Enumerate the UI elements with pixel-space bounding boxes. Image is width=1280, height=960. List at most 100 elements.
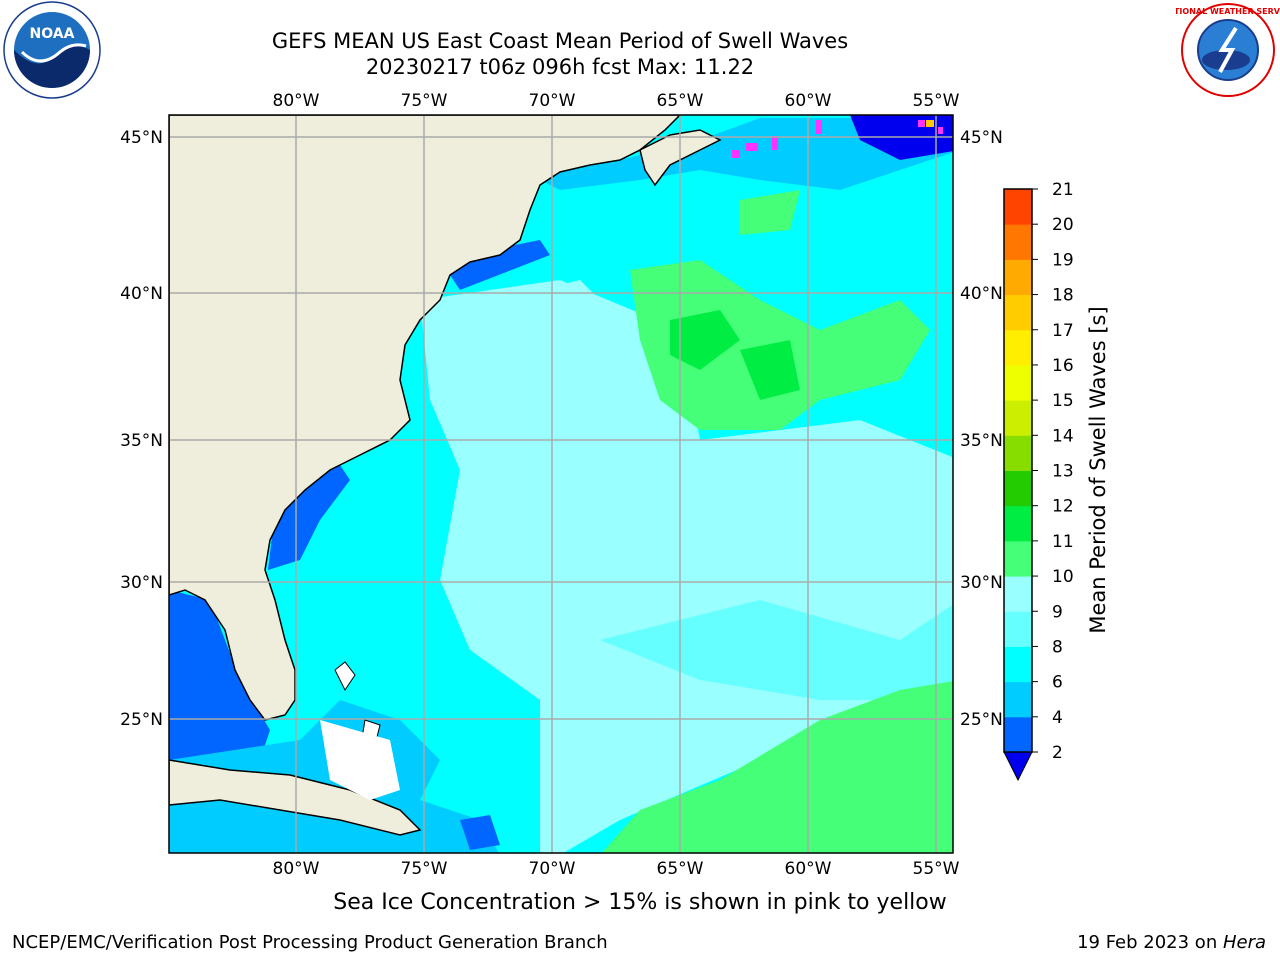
colorbar-tick-label: 9	[1052, 602, 1063, 622]
lon-label: 80°W	[273, 91, 320, 111]
colorbar-segment	[1004, 400, 1032, 436]
colorbar-segment	[1004, 470, 1032, 507]
swell-zone-10-11s-b	[740, 340, 800, 400]
lat-label: 25°N	[120, 710, 163, 730]
colorbar-tick-label: 18	[1052, 286, 1074, 306]
lat-label: 40°N	[960, 284, 1003, 304]
colorbar-segment	[1004, 505, 1032, 542]
colorbar-tick-label: 20	[1052, 215, 1074, 235]
colorbar-tick-labels: 2 4 6 8 9 10 11 12 13 14 15 16 17 18 19 20 21	[1032, 180, 1074, 763]
swell-patch-north	[500, 280, 620, 360]
swell-zone-2-4s-gulf	[169, 590, 270, 760]
chart-title-line2: 20230217 t06z 096h fcst Max: 11.22	[365, 55, 755, 79]
colorbar-segment	[1004, 540, 1032, 577]
colorbar-tick-label: 12	[1052, 497, 1074, 517]
colorbar-segment	[1004, 294, 1032, 331]
colorbar-tick-label: 8	[1052, 637, 1063, 657]
colorbar-segment	[1004, 646, 1032, 683]
colorbar-segment	[1004, 716, 1032, 753]
swell-zone-6-8s	[600, 600, 953, 700]
swell-zone-9-10s-south	[601, 681, 953, 853]
map-gridlines	[169, 115, 953, 853]
lon-label: 75°W	[401, 91, 448, 111]
colorbar-segment	[1004, 576, 1032, 612]
lat-label: 25°N	[960, 710, 1003, 730]
lat-label: 45°N	[960, 128, 1003, 148]
sea-ice-mark	[732, 150, 740, 158]
colorbar-segment	[1004, 259, 1032, 296]
colorbar-segment	[1004, 189, 1032, 225]
lon-label: 70°W	[529, 859, 576, 879]
swell-zone-4-6s-north	[540, 118, 953, 190]
sea-ice-mark	[918, 120, 925, 127]
sea-ice-caption: Sea Ice Concentration > 15% is shown in …	[333, 890, 947, 915]
noaa-logo-text: NOAA	[30, 26, 75, 42]
colorbar-tick-label: 10	[1052, 567, 1074, 587]
swell-zone-2-4s-hispaniola	[460, 815, 500, 850]
colorbar-tick-label: 21	[1052, 180, 1074, 200]
lat-labels-right: 45°N 40°N 35°N 30°N 25°N	[960, 128, 1003, 730]
land-cuba	[169, 759, 422, 836]
colorbar-segment	[1004, 681, 1032, 718]
colorbar	[1003, 189, 1033, 782]
lat-label: 30°N	[960, 573, 1003, 593]
map-frame	[168, 114, 954, 854]
colorbar-segment	[1004, 329, 1032, 366]
lon-label: 80°W	[273, 859, 320, 879]
sea-ice-mark	[938, 127, 943, 134]
colorbar-tick-label: 15	[1052, 391, 1074, 411]
colorbar-tick-label: 17	[1052, 321, 1074, 341]
lon-label: 60°W	[785, 91, 832, 111]
footer-date-text: 19 Feb 2023 on	[1077, 932, 1223, 953]
island-bahamas-a	[334, 661, 356, 691]
swell-zone-10-11s-a	[670, 310, 740, 370]
lat-label: 45°N	[120, 128, 163, 148]
footer-machine: Hera	[1222, 932, 1266, 953]
swell-zone-2-4s-nybight	[440, 240, 550, 290]
lon-label: 60°W	[785, 859, 832, 879]
colorbar-tick-label: 16	[1052, 356, 1074, 376]
lat-label: 40°N	[120, 284, 163, 304]
lat-label: 35°N	[120, 431, 163, 451]
sea-ice-mark	[816, 120, 822, 134]
footer-credit: NCEP/EMC/Verification Post Processing Pr…	[12, 932, 608, 953]
colorbar-tick-label: 2	[1052, 743, 1063, 763]
swell-zone-9-10s-north	[740, 190, 800, 235]
noaa-logo-icon: NOAA	[3, 1, 101, 99]
colorbar-segment	[1004, 364, 1032, 401]
lon-labels-top: 80°W 75°W 70°W 65°W 60°W 55°W	[273, 91, 960, 111]
lat-label: 35°N	[960, 431, 1003, 451]
colorbar-tick-label: 19	[1052, 250, 1074, 270]
sea-ice-mark	[746, 143, 758, 151]
swell-zone-8-9s	[420, 280, 953, 853]
lon-label: 65°W	[657, 91, 704, 111]
colorbar-tick-label: 4	[1052, 708, 1063, 728]
colorbar-tick-label: 13	[1052, 462, 1074, 482]
colorbar-tick-label: 14	[1052, 426, 1074, 446]
lat-label: 30°N	[120, 573, 163, 593]
lon-labels-bottom: 80°W 75°W 70°W 65°W 60°W 55°W	[273, 859, 960, 879]
colorbar-frame	[1003, 188, 1033, 753]
map-area	[169, 115, 953, 853]
lon-label: 55°W	[913, 859, 960, 879]
nws-logo-text: NATIONAL WEATHER SERVICE	[1176, 7, 1280, 16]
footer-date: 19 Feb 2023 on Hera	[1077, 932, 1266, 953]
sea-ice-mark	[926, 120, 934, 127]
lat-labels-left: 45°N 40°N 35°N 30°N 25°N	[120, 128, 163, 730]
colorbar-title: Mean Period of Swell Waves [s]	[1086, 306, 1110, 634]
nws-logo-icon: NATIONAL WEATHER SERVICE	[1176, 2, 1280, 98]
colorbar-segment	[1004, 435, 1032, 471]
colorbar-segment	[1004, 224, 1032, 260]
colorbar-segment	[1004, 611, 1032, 647]
colorbar-extend-triangle	[1003, 751, 1033, 782]
shallow-bank-bahamas	[320, 720, 400, 800]
lon-label: 65°W	[657, 859, 704, 879]
colorbar-tick-label: 11	[1052, 532, 1074, 552]
lon-label: 75°W	[401, 859, 448, 879]
colorbar-tick-label: 6	[1052, 673, 1063, 693]
chart-title-line1: GEFS MEAN US East Coast Mean Period of S…	[271, 29, 849, 53]
lon-label: 55°W	[913, 91, 960, 111]
lon-label: 70°W	[529, 91, 576, 111]
sea-ice-mark	[772, 136, 778, 150]
